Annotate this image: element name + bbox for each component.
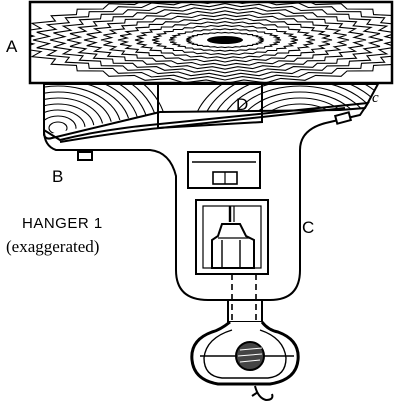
stirrup — [190, 320, 300, 402]
timber-a-grain — [31, 3, 391, 82]
grain-ring — [83, 10, 367, 70]
label-a: A — [6, 37, 18, 56]
rivet-c — [333, 111, 353, 125]
timber-a — [28, 0, 394, 85]
rivet-b — [77, 151, 93, 161]
timber-a-knot — [207, 36, 243, 44]
grain-ring — [168, 28, 282, 52]
grain-ring — [134, 21, 316, 59]
caption-title: HANGER 1 — [22, 215, 103, 232]
grain-ring — [49, 3, 391, 77]
label-c-upper: c — [372, 90, 379, 106]
label-b: B — [52, 167, 63, 186]
bolt-shank — [227, 274, 263, 323]
hanger-body — [42, 84, 371, 301]
grain-ring — [185, 31, 265, 49]
end-grain-ring — [44, 115, 77, 135]
grain-ring — [32, 3, 391, 81]
grain-ring — [100, 13, 350, 67]
caption-subtitle: (exaggerated) — [6, 237, 99, 256]
grain-ring — [151, 24, 299, 56]
rod-section — [235, 341, 265, 371]
label-c-lower: C — [302, 218, 314, 237]
lower-window — [195, 199, 269, 275]
upper-window — [187, 151, 261, 189]
grain-ring — [31, 3, 391, 82]
grain-ring — [66, 6, 384, 74]
label-d: D — [236, 95, 248, 114]
grain-ring — [117, 17, 333, 63]
